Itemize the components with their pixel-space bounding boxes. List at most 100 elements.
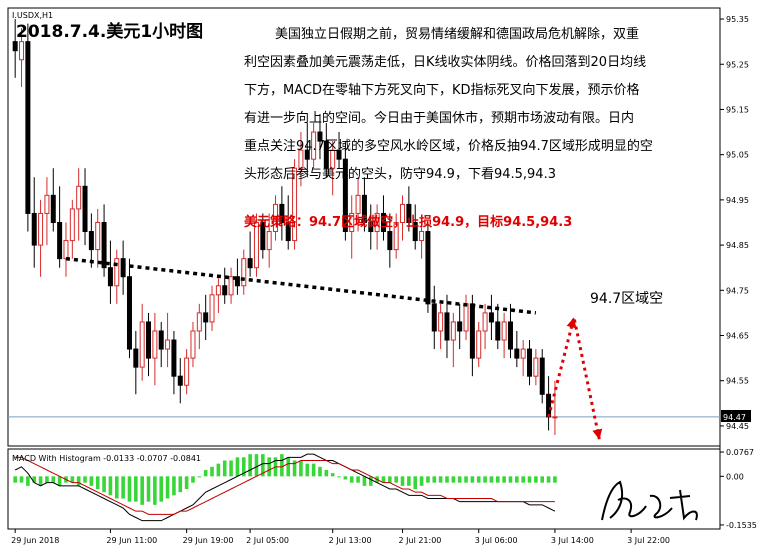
time-tick-label: 3 Jul 22:00 [627,536,670,545]
macd-histogram-bar [400,476,405,486]
candle-body [450,321,456,341]
candle [107,240,113,304]
candle [139,303,145,381]
candle-body [57,221,63,260]
candle [12,19,18,78]
price-tick-label: 94.45 [726,422,749,431]
macd-histogram-bar [191,476,195,483]
candle [342,141,348,241]
candle [95,208,101,268]
resistance-trendline [65,256,537,315]
candle [209,285,215,331]
candle-body [387,231,393,251]
candle [63,222,69,277]
candle-body [419,231,425,242]
candle-body [222,285,228,296]
candle-body [457,321,463,332]
candle-body [31,212,37,246]
macd-histogram-bar [280,454,284,477]
candle-body [260,221,266,251]
macd-histogram-bar [553,476,557,483]
arrow-head-down-icon [592,428,603,440]
candle-body [273,203,279,233]
candle-body [546,393,552,418]
price-tick-label: 95.15 [726,105,749,114]
candle-body [425,231,431,305]
candle-body [323,140,329,169]
candle [120,240,126,295]
candle-body [361,194,367,223]
candle-body [209,294,215,323]
candle [88,213,94,268]
macd-histogram-bar [38,476,43,486]
candle [476,321,482,368]
candle [203,294,209,341]
time-tick-label: 29 Jun 2018 [11,536,59,545]
candle [285,195,291,250]
candle-body [495,321,501,341]
candle-body [374,212,380,233]
macd-histogram-bar [521,476,525,483]
macd-histogram-bar [222,460,227,477]
macd-histogram-bar [286,457,291,477]
candle [25,23,31,232]
time-axis: 29 Jun 2018 29 Jun 11:00 29 Jun 19:00 2 Jul… [11,529,670,545]
price-tick-label: 95.25 [726,60,749,69]
macd-histogram-bar [26,476,30,486]
macd-histogram-bar [432,476,437,483]
candle [387,213,393,268]
candle [431,285,437,350]
macd-line [14,453,556,522]
candle [495,303,501,350]
candle-body [520,348,526,359]
macd-histogram-bar [324,470,329,477]
candle [177,358,183,404]
candle-body [476,330,482,359]
macd-tick-label: 0.00 [726,472,744,481]
candle-body [317,131,323,142]
candle-body [50,194,56,223]
candle-body [196,312,202,332]
candle [539,349,545,404]
candle-body [241,258,247,287]
candle [412,204,418,250]
macd-histogram-bar [483,476,487,483]
candle-body [533,357,539,377]
macd-histogram-bar [464,476,468,483]
current-price-badge [721,410,751,422]
candle [247,231,253,277]
macd-histogram-bar [32,476,37,483]
candle [311,123,317,169]
candle [482,303,488,350]
candle [520,340,526,377]
candle-body [165,339,171,350]
macd-histogram-bar [229,460,233,477]
macd-histogram-bar [534,476,538,483]
macd-histogram-bar [343,476,348,480]
candle [19,28,25,87]
macd-histogram-bar [502,476,506,483]
candle [368,204,374,250]
signal-line [15,456,555,515]
candle-body [101,221,107,269]
candle-body [349,212,355,233]
candle [69,199,75,259]
current-price-value: 94.47 [723,413,746,422]
candle [50,168,56,232]
candle-body [203,312,209,323]
symbol-label: I.USDX,H1 [12,11,53,20]
candle [190,321,196,368]
candle-body [184,357,190,386]
macd-histogram-bar [540,476,545,483]
candle [253,213,259,277]
macd-histogram-bar [261,454,265,477]
analysis-line-3: 下方，MACD在零轴下方死叉向下，KD指标死叉向下发展，预示价格 [244,82,640,98]
candle-body [393,221,399,251]
macd-histogram-bar [337,476,341,478]
candle [279,186,285,241]
candle [552,380,558,435]
candle-body [292,167,298,242]
macd-histogram-bar [311,463,316,477]
candle [400,195,406,241]
candle-body [76,185,82,210]
